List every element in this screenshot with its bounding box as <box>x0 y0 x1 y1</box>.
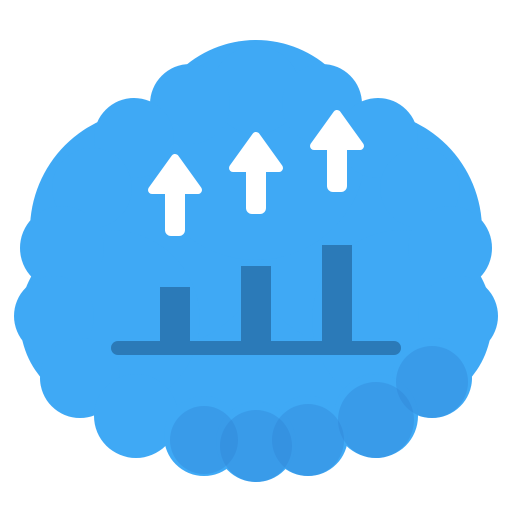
chart-bar-2 <box>241 266 271 341</box>
arrow-up-shaft-2 <box>246 164 266 214</box>
arrow-up-shaft-1 <box>165 186 185 236</box>
chart-bar-1 <box>160 287 190 341</box>
arrow-up-shaft-3 <box>327 142 347 192</box>
cloud-growth-chart-icon <box>0 0 512 512</box>
chart-bar-3 <box>322 245 352 341</box>
